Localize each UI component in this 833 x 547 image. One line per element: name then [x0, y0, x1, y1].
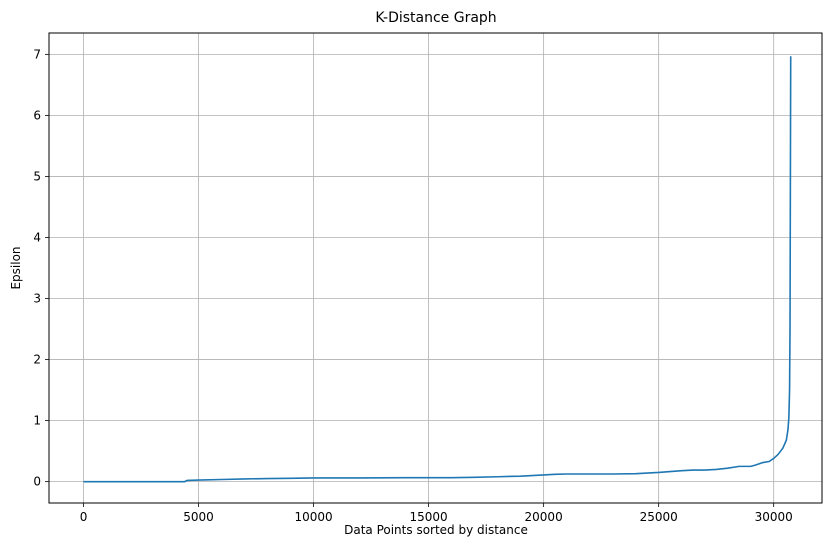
series-line — [83, 56, 792, 483]
chart-title: K-Distance Graph — [375, 10, 496, 26]
y-axis-label: Epsilon — [9, 246, 23, 289]
x-tick-label: 0 — [80, 510, 88, 524]
y-tick-label: 4 — [33, 230, 41, 244]
x-tick-label: 20000 — [525, 510, 563, 524]
x-tick-label: 5000 — [183, 510, 214, 524]
x-axis: 0 5000 10000 15000 20000 25000 30000 — [80, 503, 793, 524]
series-layer — [83, 56, 792, 483]
y-tick-label: 7 — [33, 47, 41, 61]
y-tick-label: 0 — [33, 475, 41, 489]
plot-frame — [48, 32, 823, 504]
grid — [49, 33, 822, 503]
y-tick-label: 6 — [33, 108, 41, 122]
y-tick-label: 2 — [33, 353, 41, 367]
x-tick-label: 15000 — [410, 510, 448, 524]
y-tick-label: 5 — [33, 169, 41, 183]
x-axis-label: Data Points sorted by distance — [344, 523, 528, 537]
y-tick-label: 3 — [33, 292, 41, 306]
x-tick-label: 10000 — [294, 510, 332, 524]
y-axis: 0 1 2 3 4 5 6 7 — [33, 47, 49, 489]
x-tick-label: 25000 — [640, 510, 678, 524]
x-tick-label: 30000 — [755, 510, 793, 524]
y-tick-label: 1 — [33, 414, 41, 428]
